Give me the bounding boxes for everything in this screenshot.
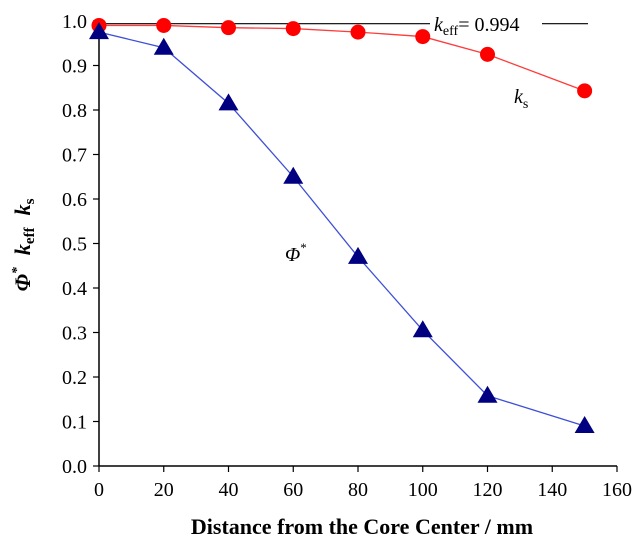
x-tick-label: 120	[473, 479, 503, 501]
y-tick-label: 1.0	[62, 11, 87, 33]
phi-point	[89, 22, 109, 40]
x-tick-label: 0	[94, 479, 104, 501]
x-axis-label: Distance from the Core Center / mm	[191, 514, 533, 539]
series-line-1	[98, 31, 585, 427]
phi-point	[153, 37, 174, 55]
y-tick-label: 0.4	[62, 278, 87, 300]
phi-point	[412, 320, 433, 338]
x-tick-label: 20	[154, 479, 174, 501]
y-tick-label: 0.9	[62, 56, 87, 78]
x-tick-label: 100	[408, 479, 438, 501]
phi-point	[283, 166, 304, 184]
ks-point	[156, 17, 172, 33]
series-layer	[89, 17, 595, 433]
x-tick-label: 40	[219, 479, 239, 501]
series-line-0	[99, 24, 585, 92]
y-tick-label: 0.0	[62, 456, 87, 478]
phi-annotation: Φ*	[285, 240, 307, 266]
y-tick-label: 0.1	[62, 412, 87, 434]
phi-point	[218, 93, 239, 111]
ks-point	[350, 24, 366, 40]
ks-point	[285, 21, 301, 37]
phi-point	[348, 246, 368, 264]
ks-point	[480, 46, 495, 62]
x-tick-label: 160	[602, 479, 632, 501]
y-axis-label: Φ*keffks	[10, 198, 38, 291]
y-tick-label: 0.7	[62, 145, 87, 167]
y-tick-label: 0.2	[62, 367, 87, 389]
ks-point	[577, 83, 593, 99]
y-tick-label: 0.3	[62, 323, 87, 345]
keff-reference-label: keff= 0.994	[434, 14, 519, 39]
x-tick-label: 60	[283, 479, 303, 501]
y-tick-label: 0.5	[62, 234, 87, 256]
ks-annotation: ks	[514, 86, 528, 112]
y-tick-label: 0.6	[62, 189, 87, 211]
axes: 0 20 40 60 80 100 120 140 160 0.0 0.1 0.2 0.3 0.4 0.5 0…	[62, 11, 632, 501]
x-tick-label: 140	[537, 479, 567, 501]
ks-point	[221, 20, 236, 36]
x-tick-label: 80	[348, 479, 368, 501]
phi-point	[574, 415, 595, 433]
y-tick-label: 0.8	[62, 100, 87, 122]
ks-point	[415, 29, 431, 45]
phi-point	[477, 385, 498, 403]
